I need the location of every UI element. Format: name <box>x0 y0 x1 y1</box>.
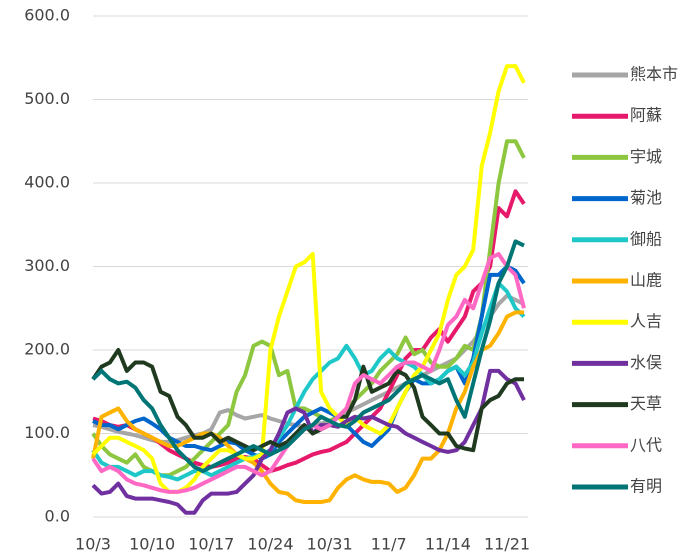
x-tick-label: 10/10 <box>129 535 175 554</box>
y-tick-label: 300.0 <box>24 256 70 275</box>
legend-label: 山鹿 <box>630 271 662 290</box>
legend-label: 八代 <box>630 435 662 454</box>
x-tick-label: 10/24 <box>247 535 293 554</box>
legend-label: 水俣 <box>630 353 662 372</box>
legend-label: 阿蘇 <box>630 106 662 125</box>
legend-label: 人吉 <box>630 312 662 331</box>
x-tick-label: 10/31 <box>307 535 353 554</box>
y-tick-label: 100.0 <box>24 423 70 442</box>
legend-label: 菊池 <box>630 188 662 207</box>
series-line <box>92 189 526 474</box>
legend-label: 御船 <box>630 229 662 248</box>
x-tick-label: 10/3 <box>75 535 111 554</box>
series-line <box>91 239 525 474</box>
y-tick-label: 0.0 <box>45 507 70 526</box>
y-tick-label: 200.0 <box>24 340 70 359</box>
series-line <box>91 64 526 494</box>
x-tick-label: 11/21 <box>484 535 530 554</box>
y-tick-label: 500.0 <box>24 89 70 108</box>
series-line <box>91 281 526 482</box>
x-tick-label: 11/14 <box>425 535 471 554</box>
x-tick-label: 11/7 <box>371 535 407 554</box>
legend-label: 宇城 <box>630 147 662 166</box>
legend-label: 天草 <box>630 394 662 413</box>
x-tick-label: 10/17 <box>188 535 234 554</box>
series-line <box>91 368 526 515</box>
legend-label: 有明 <box>630 477 662 496</box>
legend-label: 熊本市 <box>630 65 678 84</box>
y-tick-label: 600.0 <box>24 6 70 25</box>
series-line <box>91 310 524 504</box>
y-tick-label: 400.0 <box>24 173 70 192</box>
